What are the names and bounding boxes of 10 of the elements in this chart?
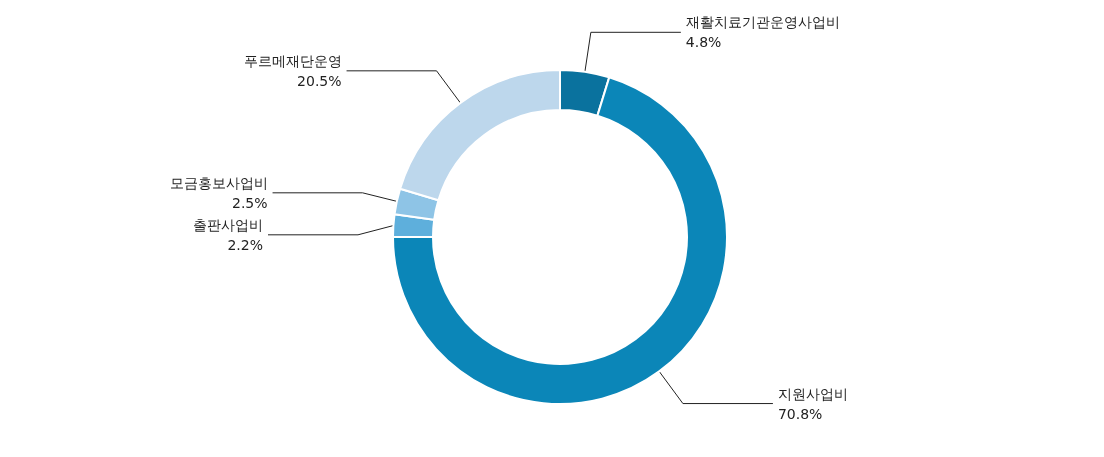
data-label: 2.2% <box>227 236 264 253</box>
data-label: 20.5% <box>297 72 342 89</box>
slice-label: 모금홍보사업비 <box>169 174 268 191</box>
data-label: 4.8% <box>685 34 722 51</box>
slice-label: 푸르메재단운영 <box>243 52 342 69</box>
data-label: 70.8% <box>777 405 823 422</box>
data-label: 2.5% <box>231 194 268 211</box>
slice-label: 출판사업비 <box>193 216 264 233</box>
slice-label: 지원사업비 <box>777 385 848 402</box>
slice-label: 재활치료기관운영사업비 <box>685 14 840 31</box>
